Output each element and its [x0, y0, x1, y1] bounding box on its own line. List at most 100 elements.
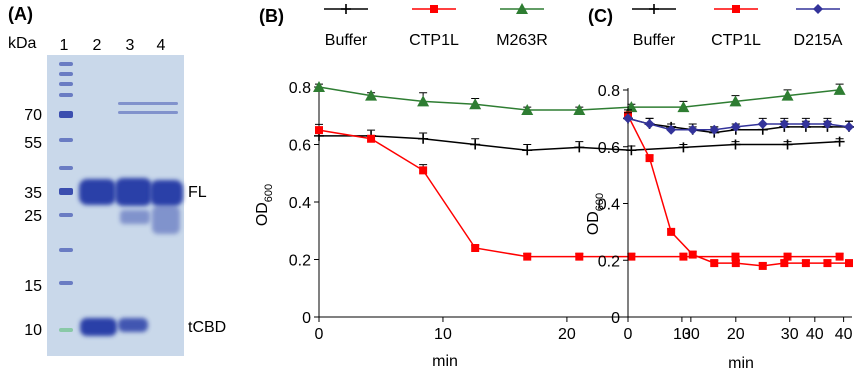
chart-b-point-ctp1l [367, 134, 376, 143]
gel-smear-lane4 [152, 206, 180, 234]
gel-band-tcbd-lane2 [80, 318, 117, 336]
chart-b-point-buffer [678, 142, 689, 153]
chart-c-point-ctp1l [688, 250, 697, 259]
gel-smear-lane3 [120, 210, 150, 224]
lane-label-2: 2 [93, 37, 102, 54]
chart-b-point-buffer [834, 136, 845, 147]
chart-c-legend: Buffer CTP1L D215A [632, 4, 843, 49]
chart-b-legend-marker [430, 5, 438, 13]
chart-b-point-m263r [833, 83, 846, 95]
chart-c-point-d215a [644, 119, 655, 130]
chart-c-legend-marker [813, 4, 823, 14]
chart-b-point-m263r [313, 81, 325, 92]
gel-unit-label: kDa [8, 35, 37, 52]
chart-b-x-tick-label: 10 [434, 326, 452, 343]
chart-b-series-m263r [313, 81, 846, 115]
band-label-tcbd: tCBD [188, 319, 226, 336]
chart-c-point-d215a [757, 119, 768, 130]
chart-panel-c: (C) Buffer CTP1L D215A 0 10 20 30 40 0 0.2 0.4 0.6… [585, 4, 854, 372]
marker-label-25: 25 [24, 208, 42, 225]
chart-c-axes: 0 10 20 30 40 0 0.2 0.4 0.6 0.8 [598, 83, 853, 343]
band-label-fl: FL [188, 184, 207, 201]
chart-c-line-ctp1l [627, 115, 849, 267]
marker-label-55: 55 [24, 135, 42, 152]
chart-b-x-axis-label: min [432, 353, 458, 370]
chart-b-point-ctp1l [835, 252, 844, 261]
chart-c-point-d215a [709, 124, 720, 135]
gel-band-fl-lane3 [115, 178, 152, 206]
chart-b-legend-label: M263R [496, 32, 548, 49]
chart-b-x-tick-label: 20 [558, 326, 576, 343]
chart-b-series-ctp1l [315, 123, 844, 261]
chart-c-point-d215a [844, 121, 854, 132]
chart-b-x-tick-label: 30 [682, 326, 700, 343]
marker-ladder-band [59, 328, 73, 332]
marker-ladder-band [59, 82, 73, 86]
chart-c-legend-label: Buffer [633, 32, 676, 49]
chart-c-legend-item-d215a: D215A [794, 4, 843, 49]
marker-label-15: 15 [24, 278, 42, 295]
chart-b-point-m263r [417, 95, 430, 107]
chart-b-point-ctp1l [471, 244, 480, 252]
chart-b-point-m263r [729, 95, 742, 107]
chart-c-x-tick-label: 40 [835, 326, 853, 343]
marker-ladder-band [59, 281, 73, 285]
chart-b-point-ctp1l [679, 252, 688, 261]
chart-b-legend: Buffer CTP1L M263R [324, 3, 548, 49]
gel-band-fl-lane4 [150, 180, 183, 206]
chart-b-point-buffer [574, 142, 585, 153]
chart-b-point-buffer [522, 145, 533, 156]
gel-panel-label: (A) [8, 4, 33, 24]
chart-b-point-ctp1l [627, 252, 636, 261]
marker-ladder-band [59, 248, 73, 252]
chart-b-point-ctp1l [575, 252, 584, 261]
chart-b-point-m263r [365, 89, 378, 101]
marker-label-70: 70 [24, 107, 42, 124]
chart-panel-b: (B) Buffer CTP1L M263R 0 10 20 30 40 0 0.2 0.4 0.6… [254, 3, 852, 370]
chart-b-point-ctp1l [523, 252, 532, 261]
marker-ladder-band [59, 93, 73, 97]
chart-b-series-buffer [314, 129, 845, 156]
chart-c-panel-label: (C) [588, 6, 613, 26]
gel-panel: (A) kDa 1 2 3 4 70 55 35 25 15 10 [8, 4, 226, 356]
chart-b-point-ctp1l [315, 126, 323, 135]
chart-b-point-m263r [677, 101, 690, 113]
chart-c-y-tick-label: 0.8 [598, 83, 620, 100]
chart-c-point-ctp1l [645, 154, 654, 163]
chart-b-series [313, 81, 846, 261]
chart-b-legend-item-buffer: Buffer [324, 4, 368, 49]
chart-c-series-d215a [623, 112, 854, 135]
chart-c-point-ctp1l [823, 259, 832, 268]
chart-c-legend-item-ctp1l: CTP1L [711, 5, 761, 49]
chart-b-y-tick-label: 0.2 [289, 253, 311, 270]
chart-c-point-ctp1l [731, 259, 740, 268]
chart-c-legend-item-buffer: Buffer [632, 4, 676, 49]
chart-c-x-axis-label: min [728, 355, 754, 372]
marker-ladder-band [59, 138, 73, 142]
chart-b-point-buffer [470, 139, 481, 150]
chart-b-legend-label: Buffer [325, 32, 368, 49]
chart-b-point-ctp1l [783, 252, 792, 261]
chart-b-x-tick-label: 0 [315, 326, 324, 343]
gel-band-lane3-4-lower [118, 111, 178, 114]
marker-label-35: 35 [24, 185, 42, 202]
chart-c-x-tick-label: 20 [727, 326, 745, 343]
chart-b-point-ctp1l [419, 166, 428, 175]
chart-b-axes: 0 10 20 30 40 0 0.2 0.4 0.6 0.8 [289, 80, 852, 343]
chart-c-legend-marker [732, 5, 740, 13]
chart-b-point-buffer [418, 133, 429, 144]
chart-b-legend-marker [341, 4, 351, 14]
chart-b-point-m263r [521, 104, 534, 115]
chart-c-point-d215a [800, 119, 811, 130]
chart-c-y-tick-label: 0.4 [598, 197, 620, 214]
chart-c-series-ctp1l [624, 109, 853, 270]
chart-b-point-m263r [573, 104, 586, 115]
marker-ladder-band [59, 188, 73, 195]
chart-c-point-d215a [822, 119, 833, 130]
chart-c-point-d215a [779, 119, 790, 130]
chart-b-y-tick-label: 0.8 [289, 80, 311, 97]
chart-b-panel-label: (B) [259, 6, 284, 26]
chart-b-legend-marker [516, 3, 528, 14]
marker-ladder-band [59, 213, 73, 217]
